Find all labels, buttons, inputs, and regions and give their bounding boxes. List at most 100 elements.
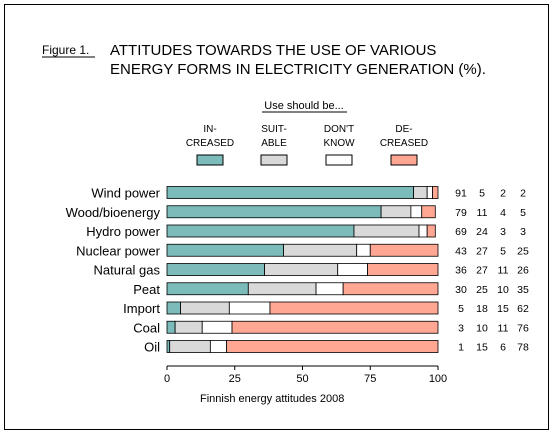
value-label: 27 (476, 245, 488, 257)
value-label: 1 (458, 342, 464, 354)
x-tick-label: 75 (364, 373, 376, 385)
value-label: 2 (520, 188, 526, 200)
value-label: 3 (458, 322, 464, 334)
value-label: 5 (458, 303, 464, 315)
value-label: 78 (517, 342, 529, 354)
category-label: Natural gas (94, 263, 161, 278)
value-label: 10 (497, 284, 509, 296)
value-label: 62 (517, 303, 529, 315)
category-label: Coal (133, 320, 160, 335)
bar-segment (367, 263, 439, 276)
bar-segment (283, 243, 358, 257)
bar-segment (426, 224, 436, 238)
x-tick-label: 100 (429, 373, 447, 385)
figure-title-line1: ATTITUDES TOWARDS THE USE OF VARIOUS (110, 42, 436, 59)
legend-label-line1: SUIT- (261, 124, 287, 135)
value-label: 15 (497, 303, 509, 315)
value-label: 11 (477, 207, 488, 219)
bar-segment (269, 301, 439, 315)
value-label: 35 (517, 284, 529, 296)
legend-heading: Use should be... (264, 100, 344, 112)
value-label: 3 (520, 226, 526, 238)
bar-segment (166, 282, 249, 296)
bar-segment (247, 282, 317, 296)
value-label: 5 (500, 245, 506, 257)
value-label: 24 (476, 226, 488, 238)
bar-segment (342, 282, 439, 296)
category-label: Peat (133, 282, 160, 297)
bar-segment (201, 320, 233, 334)
bar-segment (356, 243, 371, 257)
value-label: 30 (455, 284, 467, 296)
bar-segment (228, 301, 271, 315)
figure-label: Figure 1. (42, 43, 89, 57)
bar-segment (166, 186, 415, 199)
bar-segment (166, 301, 181, 315)
legend-label-line2: KNOW (323, 138, 355, 149)
value-label: 4 (500, 207, 506, 219)
value-label: 91 (455, 188, 467, 200)
bar-segment (353, 224, 420, 238)
value-label: 26 (517, 265, 529, 277)
bar-segment (315, 282, 344, 296)
bar-segment (166, 263, 265, 276)
x-axis: 0 25 50 75 100 (164, 365, 447, 385)
bar-segment (418, 224, 428, 238)
value-label: 5 (479, 188, 485, 200)
bar-segment (226, 340, 439, 353)
legend-label-line2: ABLE (261, 138, 287, 149)
bar-segment (166, 243, 284, 257)
category-label: Hydro power (86, 224, 160, 239)
value-label: 76 (517, 322, 529, 334)
value-label: 43 (455, 245, 467, 257)
legend-swatch (325, 154, 353, 166)
x-tick-label: 0 (164, 373, 170, 385)
bar-segment (174, 320, 203, 334)
legend-swatch (260, 154, 288, 166)
bar-segment (209, 340, 228, 353)
value-label: 25 (517, 245, 529, 257)
category-label: Wind power (91, 186, 160, 201)
bar-segment (413, 186, 428, 199)
bar-segment (337, 263, 368, 276)
x-tick-label: 50 (296, 373, 308, 385)
bar-segment (166, 224, 355, 238)
value-label: 69 (455, 226, 467, 238)
legend: Use should be... IN- CREASED SUIT- ABLE DON'… (186, 100, 428, 166)
bar-segment (166, 205, 382, 219)
category-label: Nuclear power (76, 243, 160, 258)
legend-label-line2: CREASED (186, 138, 234, 149)
category-label: Import (123, 301, 160, 316)
value-label: 18 (476, 303, 488, 315)
value-label: 10 (476, 322, 488, 334)
bar-segment (166, 340, 171, 353)
legend-swatch (196, 154, 224, 166)
value-label: 36 (455, 265, 467, 277)
value-label: 6 (500, 342, 506, 354)
bar-segment (264, 263, 339, 276)
value-label: 11 (498, 322, 509, 334)
bar-segment (432, 186, 439, 199)
legend-label-line2: CREASED (380, 138, 428, 149)
bar-segment (426, 186, 433, 199)
bar-segment (410, 205, 423, 219)
value-label: 11 (498, 265, 509, 277)
value-label: 15 (476, 342, 488, 354)
bar-segment (380, 205, 412, 219)
footnote: Finnish energy attitudes 2008 (200, 393, 344, 405)
bar-segment (369, 243, 439, 257)
legend-label-line1: DON'T (324, 124, 354, 135)
value-label: 79 (455, 207, 467, 219)
bar-segment (231, 320, 439, 334)
bar-segment (166, 320, 176, 334)
category-label: Wood/bioenergy (66, 205, 161, 220)
figure-title-line2: ENERGY FORMS IN ELECTRICITY GENERATION (… (110, 61, 486, 78)
value-label: 27 (476, 265, 488, 277)
legend-label-line1: DE- (395, 124, 412, 135)
value-label: 5 (520, 207, 526, 219)
bar-segment (180, 301, 230, 315)
bar-segment (169, 340, 211, 353)
category-label: Oil (144, 340, 160, 355)
value-label: 3 (500, 226, 506, 238)
